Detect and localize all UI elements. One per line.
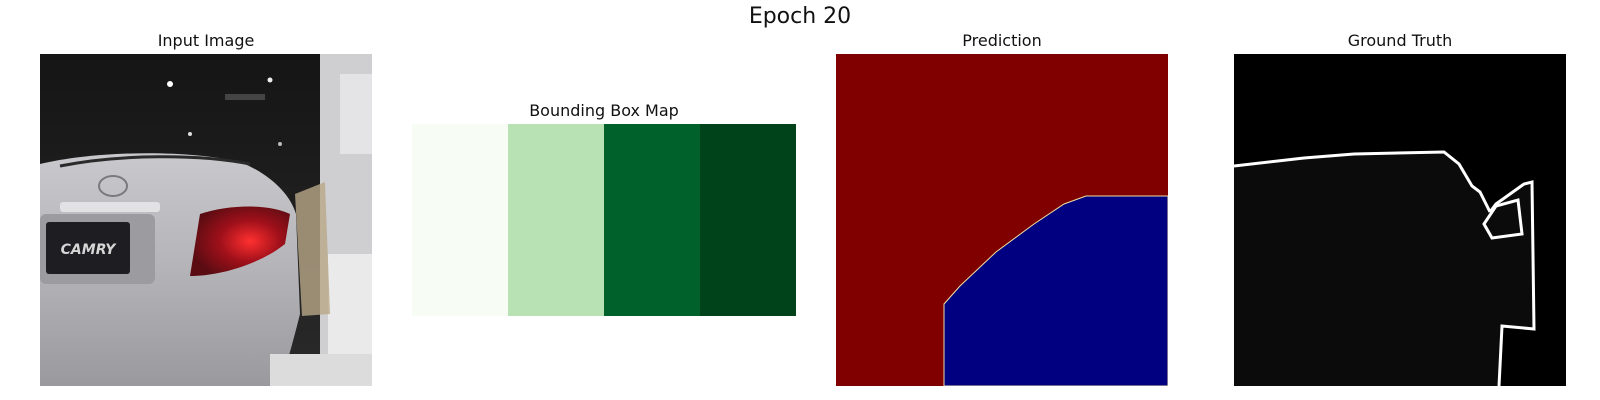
ground-truth-title: Ground Truth xyxy=(1347,31,1453,50)
bbox-cell-2 xyxy=(604,124,700,316)
bbox-cell-3 xyxy=(700,124,796,316)
input-image-title: Input Image xyxy=(157,31,255,50)
bbox-cell-1 xyxy=(508,124,604,316)
input-image: CAMRY xyxy=(40,54,372,386)
bbox-map-title: Bounding Box Map xyxy=(529,101,679,120)
ground-truth-mask xyxy=(1234,54,1566,386)
figure-title: Epoch 20 xyxy=(748,4,852,29)
prediction-title: Prediction xyxy=(962,31,1042,50)
plate-text: CAMRY xyxy=(61,242,118,258)
prediction-mask xyxy=(836,54,1168,386)
bbox-map xyxy=(412,124,796,316)
bbox-cell-0 xyxy=(412,124,508,316)
